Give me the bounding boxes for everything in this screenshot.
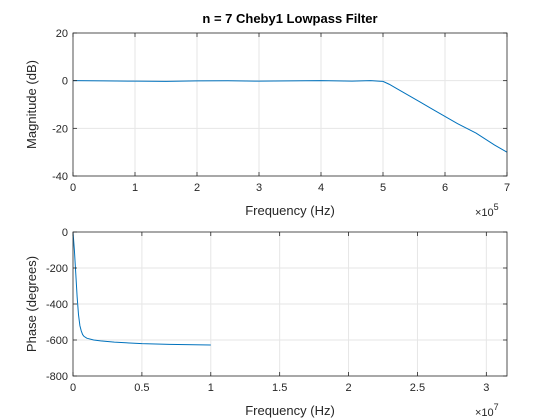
magnitude-x-tick-label: 1 — [132, 182, 138, 194]
magnitude-x-axis-label: Frequency (Hz) — [245, 203, 335, 218]
phase-x-tick-label: 0 — [70, 382, 76, 394]
phase-x-exponent-label: ×107 — [475, 402, 499, 419]
magnitude-x-tick-label: 4 — [318, 182, 324, 194]
magnitude-x-tick-label: 7 — [504, 182, 510, 194]
magnitude-axes-box — [72, 32, 508, 177]
magnitude-x-tick-label: 6 — [442, 182, 448, 194]
magnitude-y-tick-label: 20 — [56, 28, 68, 40]
phase-axes: 0 0.5 1 1.5 2 2.5 3 -800 -600 -400 -200 0 Frequency … — [24, 227, 508, 419]
magnitude-y-axis-label: Magnitude (dB) — [24, 60, 39, 149]
phase-x-tick-label: 2 — [345, 382, 351, 394]
magnitude-x-exponent-base: ×10 — [475, 207, 494, 219]
phase-y-tick-label: -400 — [46, 299, 68, 311]
magnitude-x-exponent-power: 5 — [494, 202, 499, 212]
magnitude-x-tick-label: 3 — [256, 182, 262, 194]
top-title: n = 7 Cheby1 Lowpass Filter — [202, 11, 377, 26]
phase-x-tick-label: 1 — [208, 382, 214, 394]
magnitude-plot-area — [73, 33, 507, 176]
phase-y-tick-label: 0 — [62, 227, 68, 239]
phase-y-tick-label: -200 — [46, 263, 68, 275]
magnitude-x-exponent-label: ×105 — [475, 202, 499, 219]
phase-x-tick-label: 0.5 — [134, 382, 149, 394]
phase-x-tick-label: 2.5 — [410, 382, 425, 394]
phase-x-exponent-power: 7 — [494, 402, 499, 412]
magnitude-series-line-0 — [72, 80, 508, 153]
magnitude-y-tick-label: -20 — [52, 123, 68, 135]
magnitude-y-tick-label: 0 — [62, 76, 68, 88]
phase-x-tick-label: 3 — [483, 382, 489, 394]
phase-x-axis-label: Frequency (Hz) — [245, 403, 335, 418]
phase-y-axis-label: Phase (degrees) — [24, 256, 39, 352]
phase-x-tick-label: 1.5 — [272, 382, 287, 394]
magnitude-x-tick-label: 0 — [70, 182, 76, 194]
phase-y-tick-label: -600 — [46, 335, 68, 347]
magnitude-y-tick-label: -40 — [52, 171, 68, 183]
phase-series-line-0 — [72, 231, 211, 346]
magnitude-x-tick-label: 5 — [380, 182, 386, 194]
magnitude-axes: 0 1 2 3 4 5 6 7 -40 -20 0 20 Frequency (Hz) Magnitude… — [24, 28, 510, 219]
magnitude-x-tick-label: 2 — [194, 182, 200, 194]
phase-y-tick-label: -800 — [46, 371, 68, 383]
phase-x-exponent-base: ×10 — [475, 407, 494, 419]
